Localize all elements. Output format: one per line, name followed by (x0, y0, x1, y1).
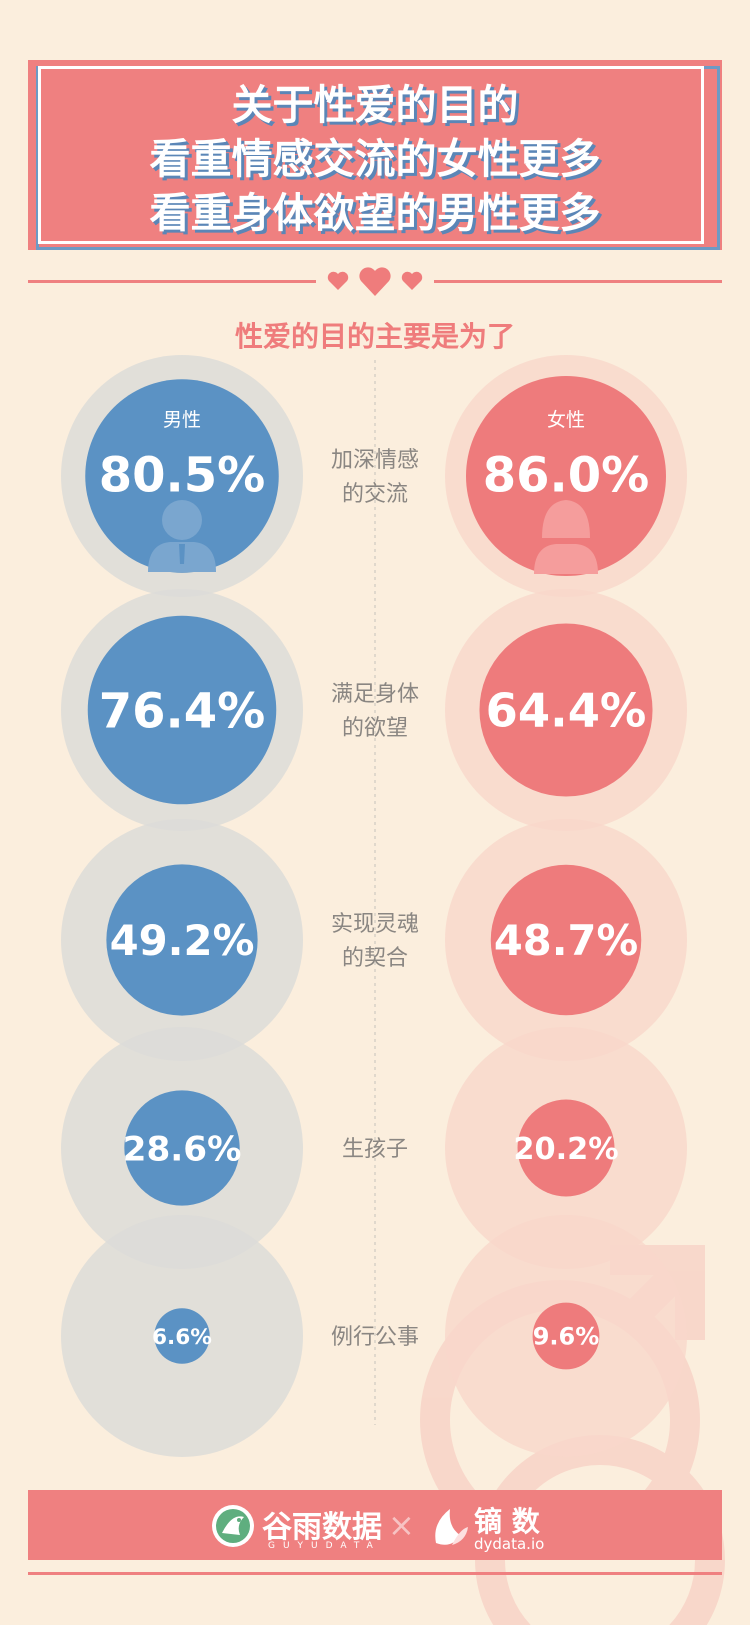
female-value-bubble (479, 623, 653, 797)
male-value-label: 6.6% (152, 1325, 212, 1350)
guyu-logo-subtext: GUYUDATA (268, 1541, 381, 1551)
male-value-label: 80.5% (99, 447, 266, 503)
category-label: 满足身体 (331, 682, 419, 707)
heart-icon (401, 271, 423, 290)
female-value-bubble (490, 864, 642, 1016)
title-line-2: 看重情感交流的女性更多 (149, 135, 601, 183)
separator-x: × (388, 1506, 415, 1544)
male-value-bubble (124, 1090, 240, 1206)
hearts-divider (327, 267, 423, 296)
male-value-bubble (87, 615, 277, 805)
banner-frame (38, 66, 704, 244)
male-value-bubble (106, 864, 258, 1016)
female-person-body (534, 544, 598, 574)
female-value-label: 48.7% (494, 916, 638, 965)
page-title: 关于性爱的目的 看重情感交流的女性更多 看重身体欲望的男性更多 (0, 78, 750, 240)
dydata-logo-text: 镝 数 (474, 1505, 540, 1538)
female-value-label: 86.0% (483, 447, 650, 503)
category-label: 的交流 (342, 482, 408, 507)
female-value-bubble (517, 1099, 615, 1197)
heart-icon (359, 267, 391, 296)
chart-title: 性爱的目的主要是为了 (234, 320, 515, 353)
female-value-bubble (532, 1302, 600, 1370)
dydata-leaf-logo-icon (435, 1509, 468, 1545)
female-value-label: 9.6% (533, 1323, 600, 1351)
title-banner (28, 60, 722, 250)
guyu-logo-text: 谷雨数据 (262, 1510, 382, 1545)
male-value-bubble (154, 1308, 210, 1364)
category-label: 例行公事 (331, 1325, 419, 1350)
title-line-1: 关于性爱的目的 (231, 81, 519, 129)
footer-bar (28, 1490, 722, 1560)
male-value-label: 49.2% (110, 916, 255, 965)
female-value-bubble (466, 376, 666, 576)
heart-icon (327, 271, 349, 290)
divider-left (28, 280, 316, 283)
male-value-label: 76.4% (99, 683, 266, 739)
category-label: 实现灵魂 (331, 912, 419, 937)
category-label: 加深情感 (331, 448, 419, 473)
divider-right (434, 280, 722, 283)
female-series-label: 女性 (547, 409, 585, 431)
male-value-bubble (85, 379, 279, 573)
female-value-label: 64.4% (486, 684, 647, 738)
male-tie (179, 544, 185, 564)
category-label: 生孩子 (342, 1137, 408, 1162)
dydata-logo-subtext: dydata.io (474, 1535, 545, 1553)
footer-rule (28, 1572, 722, 1575)
category-label: 的契合 (342, 946, 408, 971)
male-value-label: 28.6% (123, 1129, 242, 1169)
male-series-label: 男性 (163, 409, 201, 431)
female-person-icon (542, 500, 590, 538)
female-value-label: 20.2% (513, 1132, 618, 1167)
guyu-bird-logo-icon (212, 1505, 254, 1547)
title-line-3: 看重身体欲望的男性更多 (149, 189, 601, 237)
category-label: 的欲望 (342, 716, 408, 741)
male-person-icon (162, 500, 202, 540)
